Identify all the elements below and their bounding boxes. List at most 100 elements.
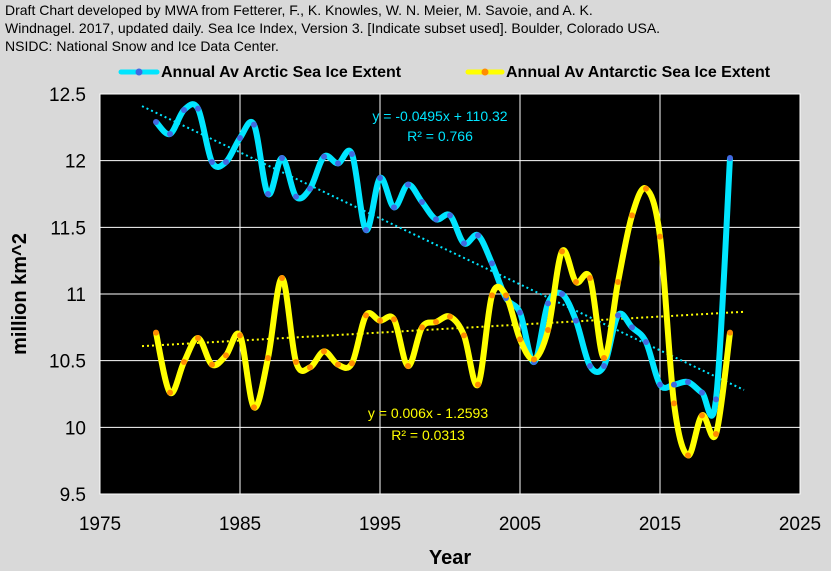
antarctic-data-point (237, 332, 243, 339)
antarctic-data-point (167, 389, 173, 396)
x-tick-label: 2005 (499, 514, 541, 535)
source-note-line-1: Draft Chart developed by MWA from Fetter… (5, 2, 593, 18)
arctic-data-point (419, 199, 425, 205)
antarctic-data-point (433, 319, 439, 325)
arctic-data-point (685, 379, 691, 385)
antarctic-data-point (657, 233, 663, 240)
arctic-data-point (629, 324, 635, 331)
arctic-data-point (727, 155, 733, 161)
antarctic-data-point (321, 348, 327, 355)
antarctic-data-point (405, 363, 411, 369)
antarctic-data-point (153, 329, 159, 336)
legend-label-arctic: Annual Av Arctic Sea Ice Extent (161, 64, 402, 81)
arctic-data-point (405, 181, 411, 188)
antarctic-data-point (251, 404, 257, 411)
legend-marker-arctic (135, 68, 143, 76)
arctic-data-point (433, 216, 439, 223)
y-tick-label: 11 (66, 285, 86, 306)
antarctic-data-point (209, 361, 215, 368)
y-tick-label: 12 (65, 152, 86, 173)
y-tick-label: 9.5 (60, 485, 86, 506)
arctic-data-point (713, 396, 719, 403)
antarctic-data-point (727, 329, 733, 336)
x-tick-label: 1985 (219, 514, 261, 535)
antarctic-data-point (475, 381, 481, 388)
arctic-data-point (223, 159, 229, 165)
antarctic-data-point (517, 336, 523, 343)
arctic-data-point (195, 105, 201, 112)
x-tick-label: 2025 (779, 514, 821, 535)
antarctic-data-point (545, 327, 551, 333)
antarctic-data-point (391, 316, 397, 323)
y-tick-label: 11.5 (50, 218, 86, 239)
antarctic-data-point (503, 292, 509, 299)
series-markers (153, 105, 733, 459)
arctic-data-point (307, 185, 313, 192)
x-tick-label: 1995 (359, 514, 401, 535)
arctic-data-point (265, 191, 271, 197)
arctic-data-point (657, 381, 663, 388)
arctic-data-point (363, 227, 369, 233)
arctic-data-point (587, 363, 593, 369)
antarctic-data-point (293, 359, 299, 365)
source-note-line-3: NSIDC: National Snow and Ice Data Center… (5, 38, 279, 54)
arctic-data-point (181, 107, 187, 113)
gridlines (99, 93, 801, 495)
antarctic-data-point (713, 431, 719, 437)
arctic-data-point (545, 300, 551, 307)
antarctic-data-point (531, 356, 537, 363)
arctic-data-point (209, 159, 215, 165)
arctic-data-point (391, 204, 397, 211)
arctic-data-point (153, 119, 159, 125)
arctic-data-point (237, 135, 243, 141)
y-tick-label: 10 (65, 418, 86, 439)
x-axis-ticks: 1975 1985 1995 2005 2015 2025 (79, 514, 821, 535)
arctic-data-point (643, 339, 649, 345)
arctic-data-point (671, 381, 677, 388)
antarctic-data-point (671, 400, 677, 407)
arctic-data-point (461, 240, 467, 247)
antarctic-data-point (601, 355, 607, 361)
arctic-data-point (447, 212, 453, 219)
plot-border (99, 93, 801, 495)
x-tick-label: 1975 (79, 514, 121, 535)
antarctic-data-point (181, 359, 187, 365)
antarctic-data-point (307, 364, 313, 371)
arctic-data-point (293, 193, 299, 200)
antarctic-data-point (279, 275, 285, 281)
legend-label-antarctic: Annual Av Antarctic Sea Ice Extent (506, 64, 771, 81)
antarctic-data-point (377, 317, 383, 324)
y-tick-label: 10.5 (49, 352, 86, 373)
arctic-data-point (167, 131, 173, 137)
antarctic-trend-equation: y = 0.006x - 1.2593 (368, 405, 488, 421)
arctic-data-point (335, 160, 341, 167)
arctic-data-point (377, 175, 383, 181)
y-axis-title: million km^2 (9, 233, 31, 355)
arctic-data-point (517, 309, 523, 316)
legend-marker-antarctic (481, 68, 489, 76)
antarctic-data-point (489, 292, 495, 299)
antarctic-data-point (419, 324, 425, 331)
antarctic-data-point (363, 312, 369, 319)
antarctic-data-point (349, 360, 355, 367)
antarctic-data-point (223, 352, 229, 359)
arctic-data-point (349, 151, 355, 157)
arctic-data-point (559, 291, 565, 297)
arctic-data-point (573, 317, 579, 324)
arctic-trendline (141, 105, 745, 391)
antarctic-data-point (685, 452, 691, 459)
antarctic-trend-r2: R² = 0.0313 (391, 427, 465, 443)
arctic-data-point (601, 363, 607, 369)
legend: Annual Av Arctic Sea Ice Extent Annual A… (118, 64, 771, 81)
antarctic-data-point (335, 361, 341, 368)
y-axis-ticks: 9.5 10 10.5 11 11.5 12 12.5 (49, 85, 86, 506)
source-note-line-2: Windnagel. 2017, updated daily. Sea Ice … (5, 20, 661, 36)
antarctic-data-point (573, 279, 579, 285)
source-note: Draft Chart developed by MWA from Fetter… (5, 1, 825, 55)
arctic-data-point (321, 153, 327, 160)
arctic-data-point (279, 155, 285, 161)
antarctic-data-point (265, 355, 271, 361)
antarctic-data-point (629, 212, 635, 219)
arctic-data-point (699, 389, 705, 396)
